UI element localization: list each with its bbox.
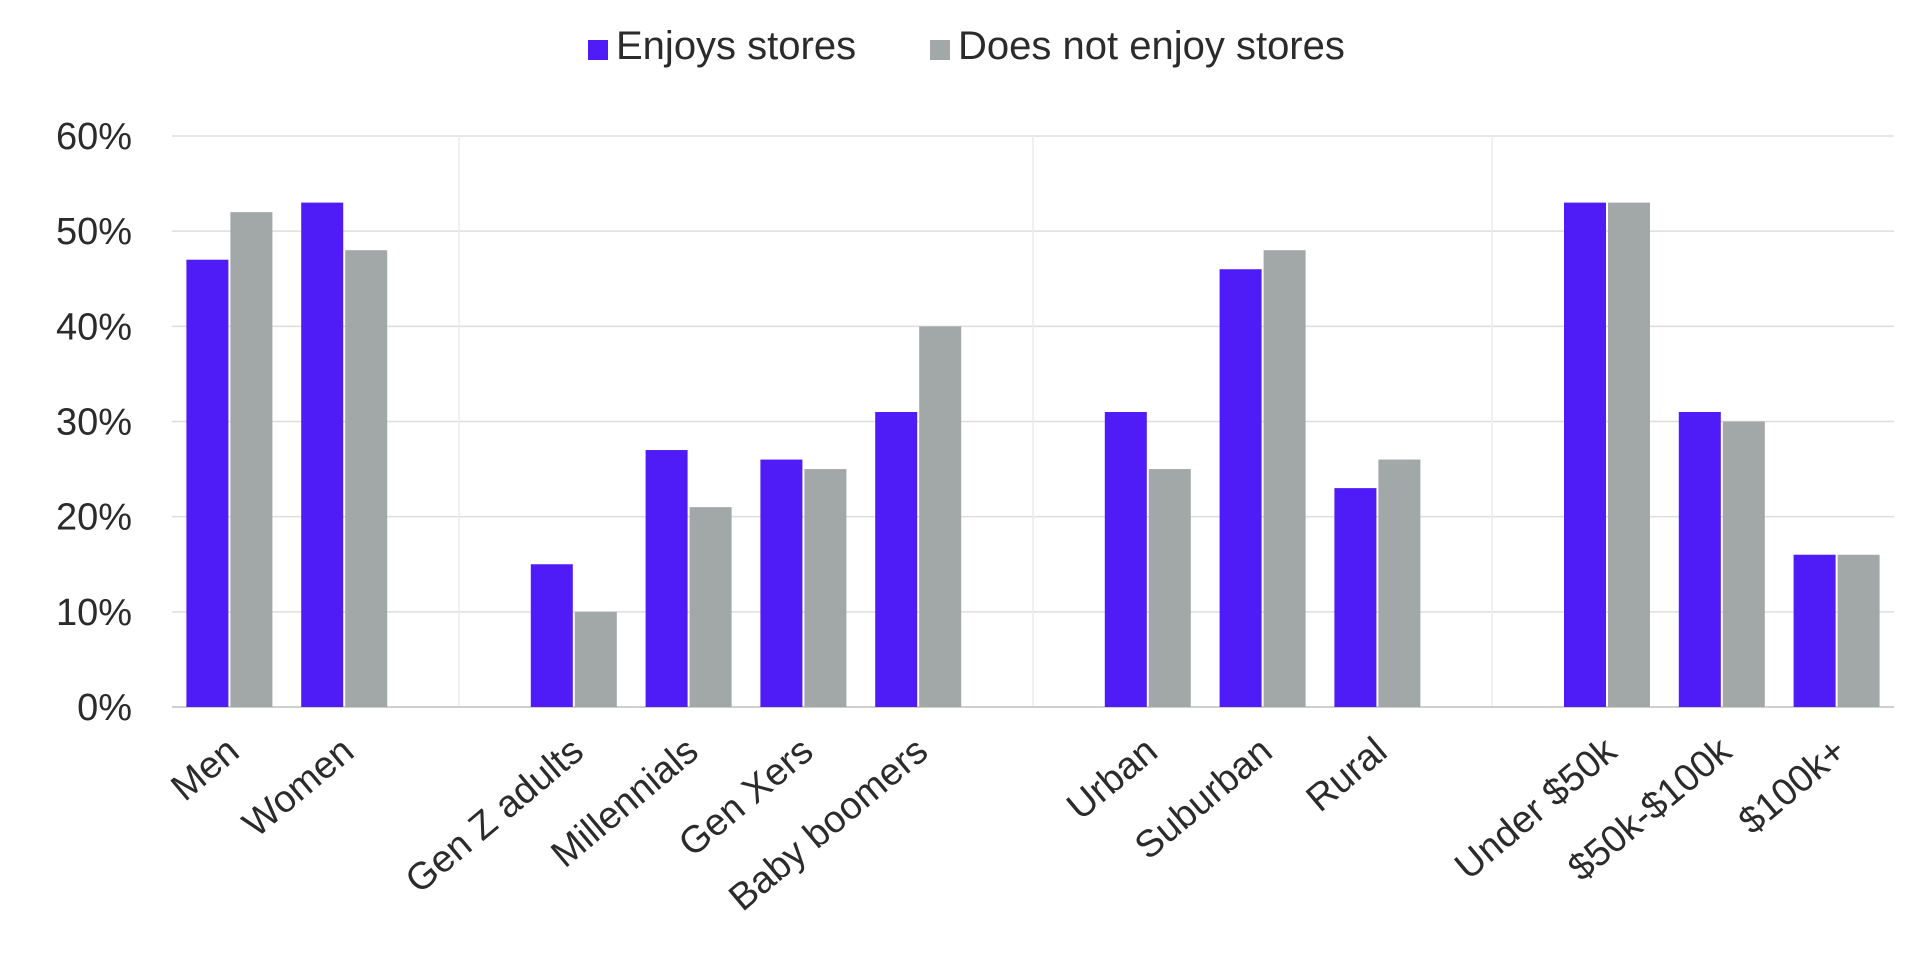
y-tick-label: 30% — [56, 402, 132, 444]
y-tick-label: 40% — [56, 306, 132, 348]
bar-does-not-enjoy-stores-100k — [1837, 554, 1880, 707]
bar-does-not-enjoy-stores-baby-boomers — [919, 326, 962, 707]
bar-does-not-enjoy-stores-millennials — [689, 507, 732, 707]
bar-does-not-enjoy-stores-50k-100k — [1722, 421, 1765, 707]
x-tick-label: $100k+ — [1731, 730, 1854, 843]
bar-does-not-enjoy-stores-men — [230, 212, 273, 707]
x-tick-label: Rural — [1299, 730, 1396, 821]
x-tick-label: Baby boomers — [721, 730, 936, 920]
legend: Enjoys stores Does not enjoy stores — [588, 24, 1345, 68]
bar-enjoys-stores-suburban — [1219, 269, 1262, 707]
x-tick-label: Gen Z adults — [398, 730, 592, 902]
bar-does-not-enjoy-stores-rural — [1378, 459, 1421, 707]
bar-enjoys-stores-men — [186, 259, 229, 707]
bar-enjoys-stores-gen-z-adults — [530, 564, 573, 707]
y-tick-label: 50% — [56, 211, 132, 253]
y-tick-label: 0% — [77, 687, 132, 729]
legend-item-does-not-enjoy-stores: Does not enjoy stores — [930, 24, 1345, 68]
legend-label: Does not enjoy stores — [958, 24, 1345, 68]
bar-does-not-enjoy-stores-suburban — [1263, 250, 1306, 707]
y-axis: 0% 10% 20% 30% 40% 50% 60% — [56, 116, 132, 729]
x-tick-label: Urban — [1059, 730, 1165, 829]
x-tick-label: Men — [164, 730, 248, 810]
bar-enjoys-stores-under-50k — [1564, 202, 1606, 707]
legend-item-enjoys-stores: Enjoys stores — [588, 24, 856, 68]
legend-swatch-enjoys-stores — [588, 40, 608, 60]
bar-does-not-enjoy-stores-women — [345, 250, 388, 707]
y-tick-label: 10% — [56, 592, 132, 634]
bar-does-not-enjoy-stores-gen-xers — [804, 469, 847, 707]
legend-label: Enjoys stores — [616, 24, 856, 68]
x-tick-label: Women — [235, 730, 362, 846]
bar-enjoys-stores-gen-xers — [760, 459, 803, 707]
bar-enjoys-stores-rural — [1334, 488, 1377, 707]
y-tick-label: 20% — [56, 497, 132, 539]
bars — [186, 202, 1880, 707]
bar-does-not-enjoy-stores-gen-z-adults — [574, 611, 617, 707]
y-tick-label: 60% — [56, 116, 132, 158]
bar-enjoys-stores-baby-boomers — [875, 411, 918, 707]
bar-enjoys-stores-millennials — [645, 450, 688, 707]
gridlines — [172, 135, 1894, 708]
bar-does-not-enjoy-stores-under-50k — [1608, 202, 1650, 707]
legend-swatch-does-not-enjoy-stores — [930, 40, 950, 60]
bar-enjoys-stores-50k-100k — [1678, 411, 1721, 707]
bar-enjoys-stores-women — [301, 202, 344, 707]
bar-does-not-enjoy-stores-urban — [1148, 469, 1191, 707]
bar-enjoys-stores-100k — [1793, 554, 1836, 707]
bar-enjoys-stores-urban — [1104, 411, 1147, 707]
